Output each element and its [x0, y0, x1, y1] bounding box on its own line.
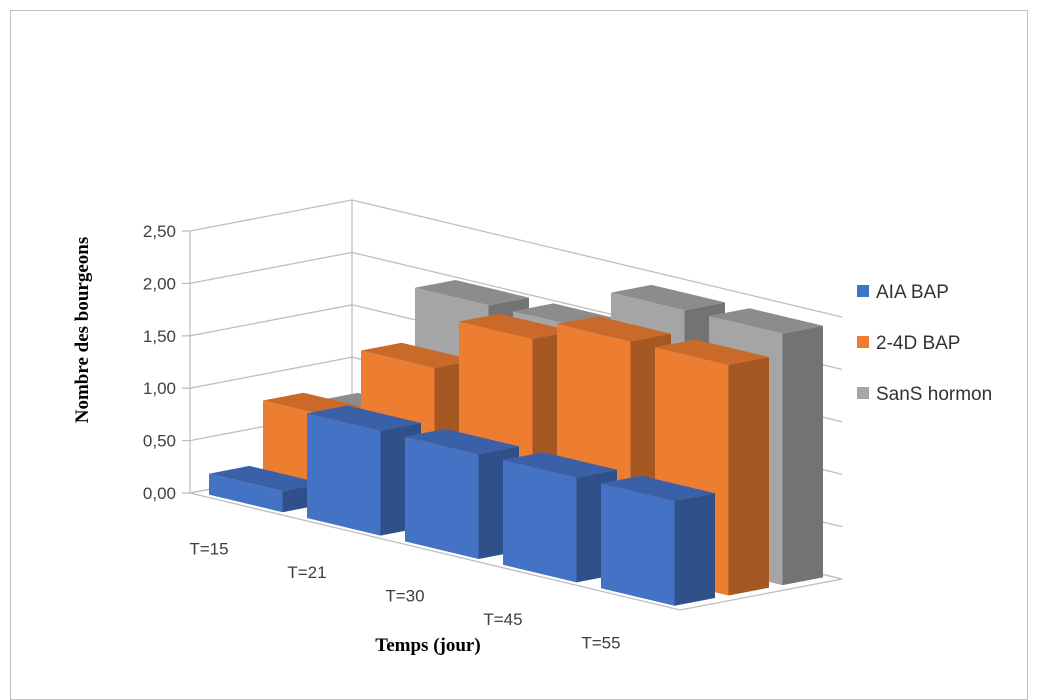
legend-swatch — [857, 336, 869, 348]
gridline — [189, 199, 843, 318]
bar-top-face — [709, 308, 823, 334]
bar-top-face — [459, 313, 573, 339]
bar — [601, 475, 715, 606]
bar-front-face — [209, 473, 283, 513]
x-tick-label: T=21 — [287, 563, 326, 582]
bar-top-face — [209, 465, 323, 492]
bar — [503, 452, 617, 583]
bars — [209, 280, 823, 606]
legend-entry: AIA BAP — [876, 282, 949, 303]
bar-top-face — [655, 339, 769, 365]
y-tick-label: 1,50 — [143, 327, 176, 346]
bar-side-face — [782, 325, 823, 586]
x-tick-label: T=30 — [385, 587, 424, 606]
bar-side-face — [728, 357, 769, 596]
y-tick-labels: 0,00 0,50 1,00 1,50 2,00 2,50 — [143, 222, 176, 503]
bar-front-face — [405, 436, 479, 559]
y-tick-label: 0,00 — [143, 484, 176, 503]
bar-side-face — [674, 493, 715, 606]
bar-top-face — [361, 342, 475, 369]
bar-front-face — [601, 483, 675, 606]
legend-swatch — [857, 387, 869, 399]
bar-top-face — [415, 280, 529, 306]
bar — [405, 428, 519, 559]
bar-front-face — [503, 460, 577, 583]
y-tick-label: 1,00 — [143, 379, 176, 398]
x-tick-label: T=45 — [483, 610, 522, 629]
x-axis-title: Temps (jour) — [375, 635, 480, 656]
y-tick-label: 2,50 — [143, 222, 176, 241]
x-tick-labels: T=15 T=21 T=30 T=45 T=55 — [189, 540, 620, 653]
x-tick-label: T=55 — [581, 633, 620, 652]
y-axis-title: Nombre des bourgeons — [72, 237, 93, 424]
chart-3d-bar: 0,00 0,50 1,00 1,50 2,00 2,50 T=15 T=21 T=30 T=4… — [72, 199, 992, 656]
y-tick-label: 0,50 — [143, 432, 176, 451]
bar-top-face — [601, 475, 715, 501]
bar-top-face — [557, 316, 671, 342]
legend-swatch — [857, 285, 869, 297]
legend: AIA BAP 2-4D BAP SanS hormon — [857, 282, 992, 405]
bar-top-face — [503, 452, 617, 478]
bar-top-face — [307, 405, 421, 431]
bar — [307, 405, 421, 536]
x-tick-label: T=15 — [189, 540, 228, 559]
bar-top-face — [405, 428, 519, 455]
legend-entry: SanS hormon — [876, 384, 992, 405]
bar-top-face — [611, 284, 725, 311]
bar-front-face — [307, 413, 381, 536]
legend-entry: 2-4D BAP — [876, 333, 960, 354]
y-tick-label: 2,00 — [143, 274, 176, 293]
